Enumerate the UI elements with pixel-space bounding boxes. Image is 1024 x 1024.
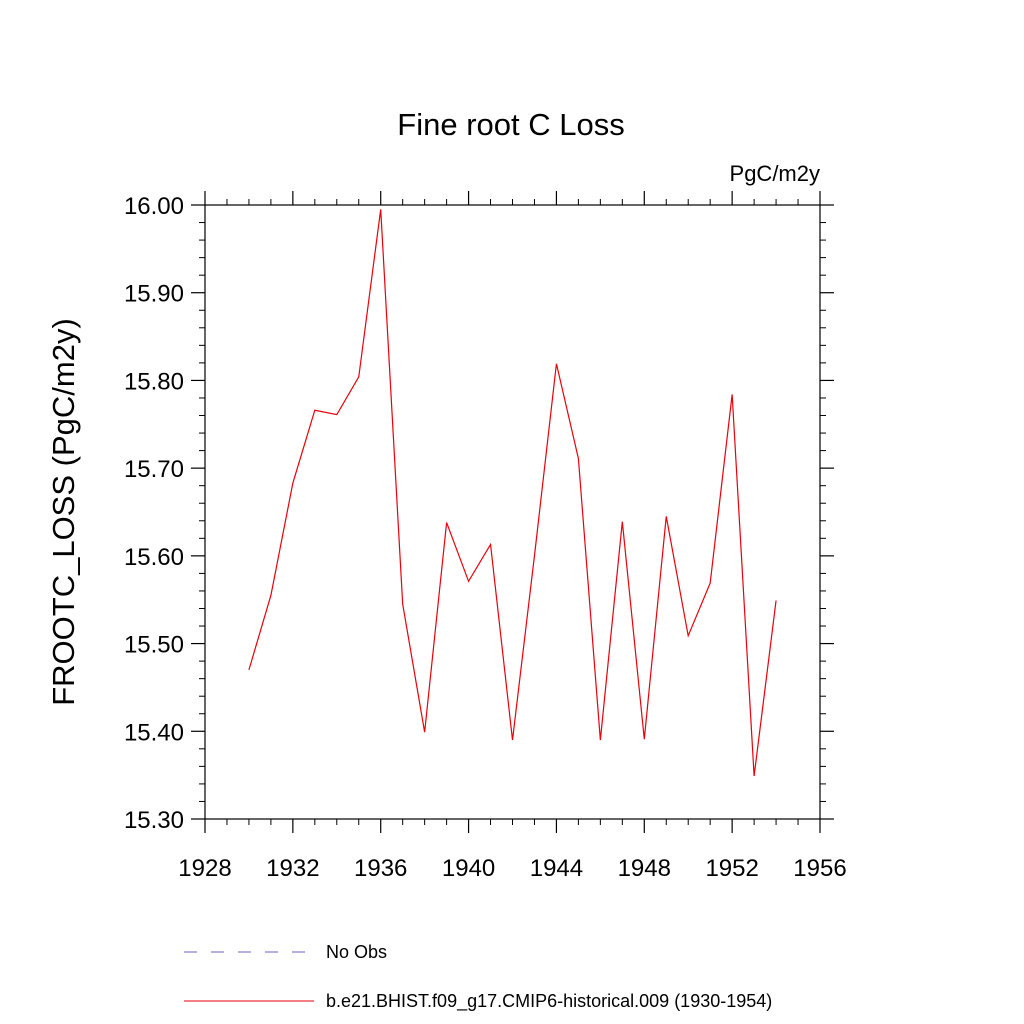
series-layer <box>248 209 777 777</box>
legend-label: b.e21.BHIST.f09_g17.CMIP6-historical.009… <box>326 991 772 1012</box>
x-tick-label: 1948 <box>618 855 671 882</box>
y-axis-label: FROOTC_LOSS (PgC/m2y) <box>46 318 81 706</box>
x-tick-label: 1932 <box>266 855 319 882</box>
y-tick-label: 15.80 <box>124 368 184 395</box>
plot-frame <box>204 204 821 820</box>
y-tick-label: 15.70 <box>124 456 184 483</box>
y-tick-label: 15.50 <box>124 632 184 659</box>
chart-title: Fine root C Loss <box>397 107 624 142</box>
y-tick-label: 15.90 <box>124 281 184 308</box>
x-tick-label: 1940 <box>442 855 495 882</box>
axis-tick-labels: 1928 1932 1936 1940 1944 1948 1952 1956 15.30 15.… <box>124 193 847 882</box>
x-tick-label: 1936 <box>354 855 407 882</box>
y-tick-label: 16.00 <box>124 193 184 220</box>
axis-ticks <box>191 191 834 833</box>
y-tick-label: 15.30 <box>124 807 184 834</box>
legend-label: No Obs <box>326 942 387 962</box>
x-tick-label: 1944 <box>530 855 583 882</box>
legend: No Obs b.e21.BHIST.f09_g17.CMIP6-historic… <box>184 942 772 1012</box>
x-tick-label: 1928 <box>178 855 231 882</box>
y-tick-label: 15.40 <box>124 719 184 746</box>
x-tick-label: 1956 <box>793 855 846 882</box>
y-tick-label: 15.60 <box>124 544 184 571</box>
series-line <box>248 209 777 777</box>
units-label: PgC/m2y <box>730 161 820 186</box>
x-tick-label: 1952 <box>705 855 758 882</box>
